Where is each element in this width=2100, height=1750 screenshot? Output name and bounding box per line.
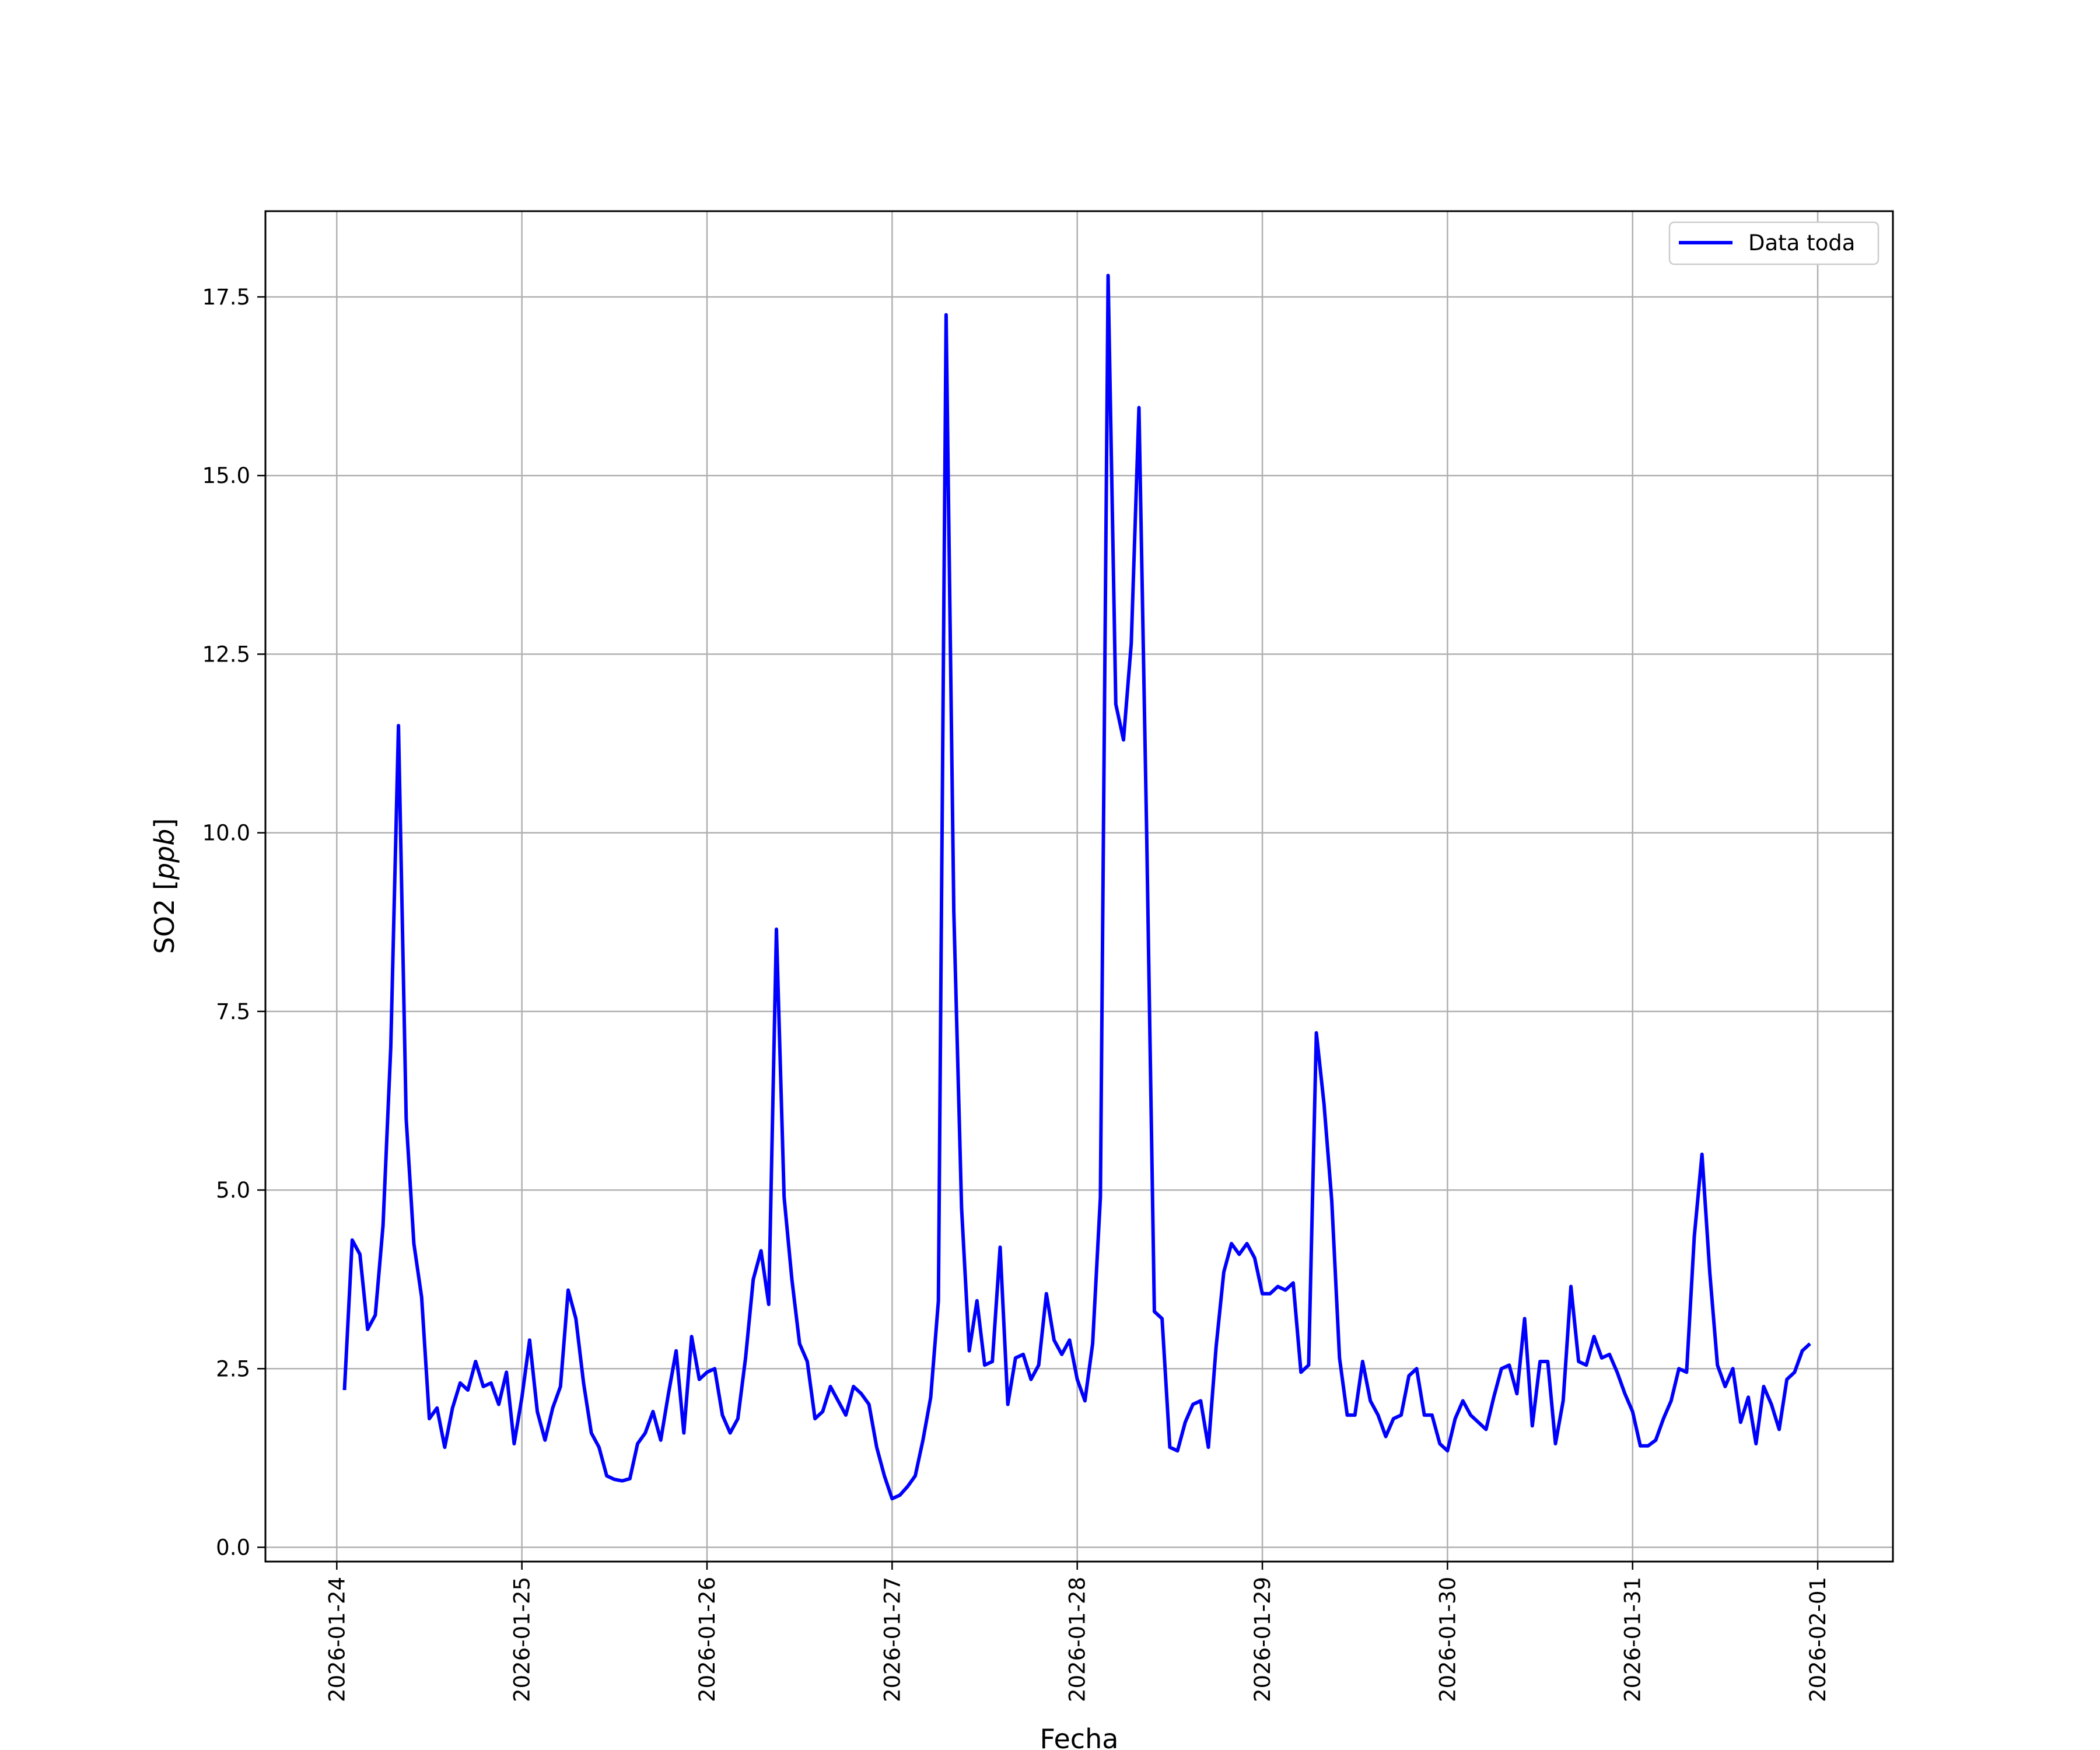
y-tick-label: 0.0 [216,1535,250,1560]
y-axis-label-unit: ppb [149,829,180,881]
x-tick-label: 2026-01-28 [1065,1577,1090,1702]
x-tick-label: 2026-01-27 [880,1577,905,1702]
y-tick-label: 2.5 [216,1356,250,1381]
x-axis-label: Fecha [1040,1723,1119,1750]
legend: Data toda [1668,221,1880,265]
y-axis-label: SO2 [ppb] [149,818,180,954]
x-axis: 2026-01-24 2026-01-25 2026-01-26 2026-01-27… [324,1562,1831,1702]
grid [265,211,1893,1562]
y-tick-label: 10.0 [202,821,250,846]
y-axis-label-main: SO2 [ [149,880,180,954]
y-tick-label: 12.5 [202,642,250,667]
plot-frame [264,210,1894,1563]
x-tick-label: 2026-01-30 [1435,1577,1460,1702]
y-tick-label: 7.5 [216,999,250,1024]
series-layer [342,274,1811,1501]
legend-label: Data toda [1748,230,1855,256]
x-tick-label: 2026-01-24 [324,1577,349,1702]
y-tick-label: 15.0 [202,463,250,488]
x-tick-label: 2026-02-01 [1805,1577,1831,1702]
x-tick-label: 2026-01-31 [1620,1577,1646,1702]
x-tick-label: 2026-01-26 [695,1577,720,1702]
series-line-data-toda [342,274,1811,1501]
legend-box [1668,221,1880,265]
y-axis-label-close: ] [149,818,180,829]
x-tick-label: 2026-01-29 [1250,1577,1275,1702]
x-tick-label: 2026-01-25 [510,1577,535,1702]
y-axis: 0.0 2.5 5.0 7.5 10.0 12.5 15.0 17.5 [202,285,265,1560]
y-tick-label: 17.5 [202,285,250,310]
y-tick-label: 5.0 [216,1178,250,1203]
